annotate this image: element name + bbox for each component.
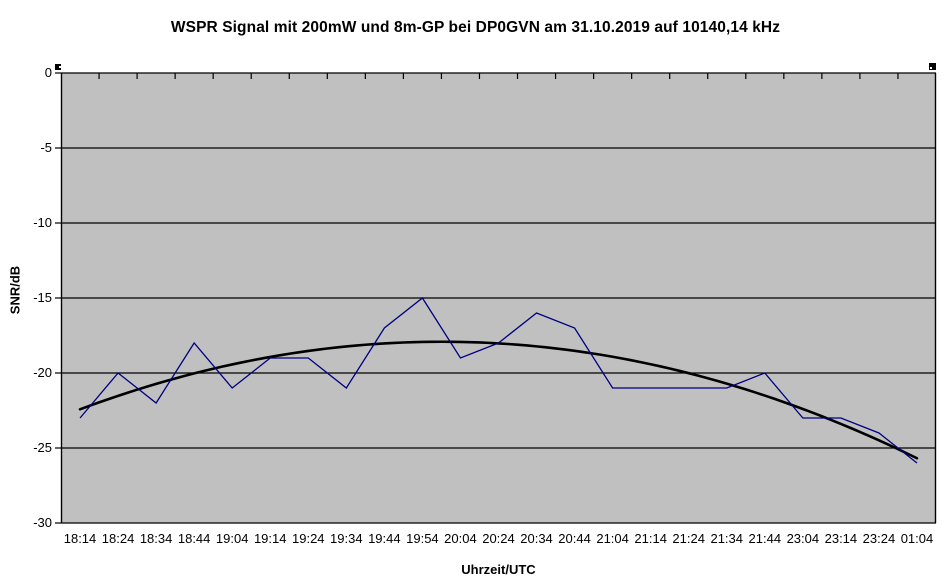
x-axis-tick-label: 18:24 [101, 531, 135, 546]
snr-series-line [79, 297, 918, 464]
x-axis-tick-label: 18:14 [63, 531, 97, 546]
x-axis-tick-label: 23:04 [786, 531, 820, 546]
x-axis-tick-label: 19:24 [292, 531, 325, 546]
x-axis-tick-label: 23:24 [862, 531, 896, 546]
corner-marker-dot [59, 66, 61, 68]
snr-line-chart [55, 72, 937, 524]
axis-corner-marker-right [929, 63, 936, 70]
x-axis-title: Uhrzeit/UTC [461, 562, 536, 577]
x-axis-tick-label: 18:34 [139, 531, 173, 546]
x-axis-tick-label: 23:14 [824, 531, 858, 546]
plot-area [55, 72, 937, 524]
x-axis-tick-label: 19:14 [253, 531, 287, 546]
y-axis-tick-label: -15 [33, 290, 52, 305]
y-axis-tick-label: -5 [40, 140, 52, 155]
x-axis-tick-label: 20:44 [558, 531, 591, 546]
x-axis-tick-label: 20:24 [482, 531, 515, 546]
x-axis-tick-label: 18:44 [177, 531, 211, 546]
x-axis-tick-label: 20:34 [520, 531, 553, 546]
x-axis-tick-label: 20:04 [444, 531, 477, 546]
y-axis-tick-label: -25 [33, 440, 52, 455]
y-axis-tick-label: -30 [33, 515, 52, 530]
x-axis-tick-label: 21:14 [634, 531, 667, 546]
x-axis-tick-label: 19:44 [368, 531, 401, 546]
y-axis-tick-label: -20 [33, 365, 52, 380]
x-axis-tick-label: 21:04 [596, 531, 629, 546]
chart-title: WSPR Signal mit 200mW und 8m-GP bei DP0G… [170, 19, 781, 36]
y-axis-tick-label: -10 [33, 215, 52, 230]
x-axis-tick-label: 19:34 [330, 531, 363, 546]
x-axis-tick-label: 21:44 [748, 531, 782, 546]
axis-corner-marker-left [55, 64, 61, 70]
y-axis-tick-label: 0 [44, 65, 52, 80]
x-axis-tick-label: 19:04 [215, 531, 249, 546]
x-axis-tick-label: 21:34 [710, 531, 744, 546]
y-axis-title: SNR/dB [7, 265, 23, 315]
x-axis-tick-label: 19:54 [406, 531, 439, 546]
x-axis-tick-label: 21:24 [672, 531, 705, 546]
corner-marker-dot [930, 67, 932, 69]
x-axis-tick-label: 01:04 [900, 531, 934, 546]
